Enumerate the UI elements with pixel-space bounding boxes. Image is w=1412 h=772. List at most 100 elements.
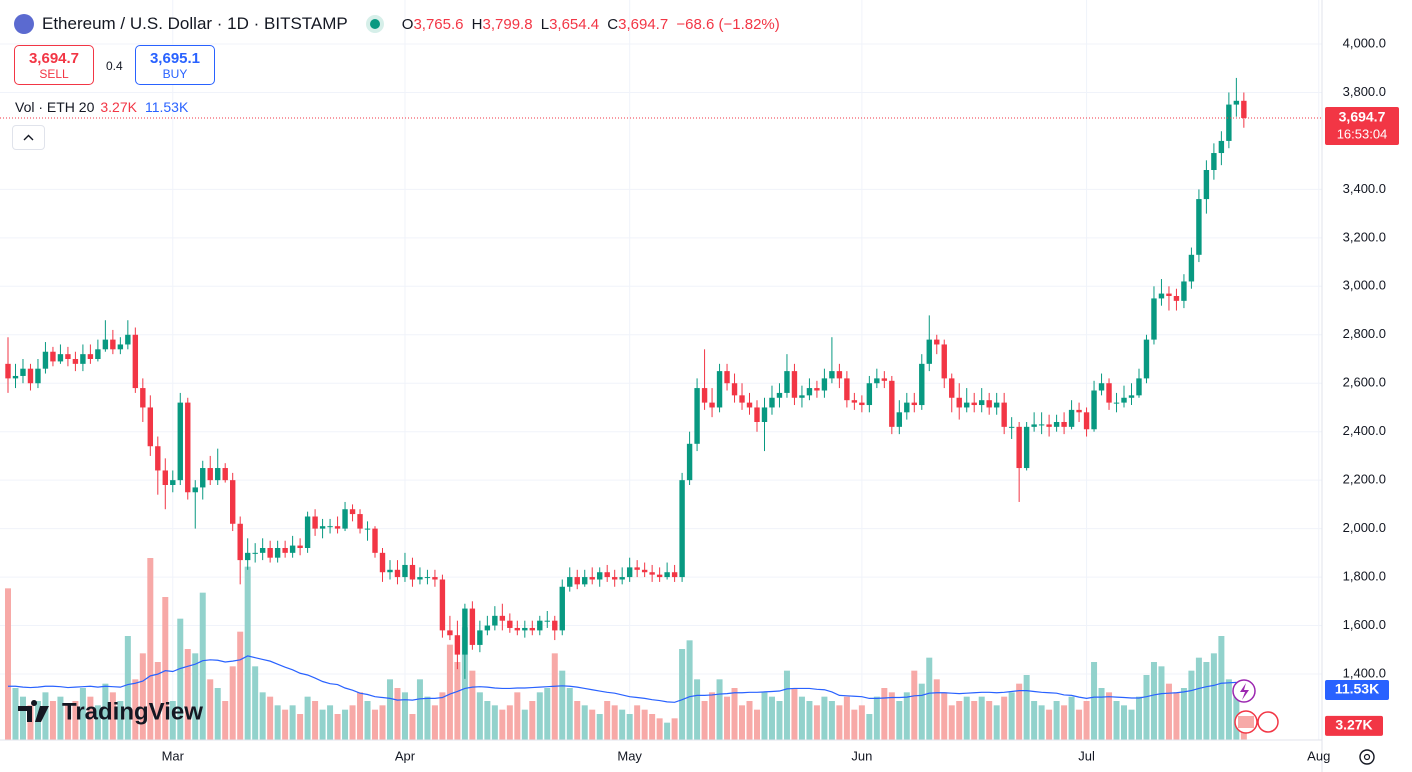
candle-body — [514, 627, 521, 631]
volume-bar — [222, 701, 229, 740]
volume-bar — [1180, 688, 1187, 740]
candle-body — [731, 383, 738, 396]
volume-bar — [1008, 692, 1015, 740]
volume-bar — [461, 627, 468, 740]
volume-bar — [12, 688, 19, 740]
candle-body — [170, 480, 176, 485]
volume-bar — [364, 701, 371, 740]
y-tick-label: 2,000.0 — [1343, 520, 1386, 535]
candle-body — [155, 446, 161, 471]
candle-body — [552, 620, 558, 631]
candle-body — [859, 402, 865, 406]
candle-body — [1128, 395, 1135, 398]
candle-body — [147, 407, 154, 447]
buy-button[interactable]: 3,695.1 BUY — [135, 45, 215, 85]
candle-body — [252, 552, 258, 554]
candle-body — [904, 402, 910, 413]
symbol-title[interactable]: Ethereum / U.S. Dollar · 1D · BITSTAMP — [42, 14, 348, 33]
candle-body — [806, 388, 813, 396]
candle-body — [881, 378, 888, 381]
volume-bar — [259, 692, 266, 740]
volume-bar — [888, 692, 895, 740]
candle-body — [409, 564, 416, 580]
volume-bar — [289, 705, 296, 740]
volume-bar — [1188, 670, 1195, 740]
y-tick-label: 2,800.0 — [1343, 326, 1386, 341]
candle-body — [949, 378, 955, 398]
y-tick-label: 3,400.0 — [1343, 181, 1386, 196]
candle-body — [297, 545, 303, 548]
volume-box — [1325, 715, 1383, 736]
volume-bar — [394, 688, 401, 740]
collapse-button[interactable] — [12, 125, 45, 150]
volume-bar — [184, 649, 191, 740]
volume-ma-value: 11.53K — [144, 99, 189, 115]
candle-body — [364, 528, 371, 530]
candle-body — [739, 395, 745, 403]
volume-bar — [297, 714, 304, 740]
candle-body — [709, 402, 715, 408]
volume-bar — [731, 688, 738, 740]
volume-bar — [971, 701, 978, 740]
volume-bar — [1128, 709, 1135, 740]
volume-bar — [499, 709, 506, 740]
sell-button[interactable]: 3,694.7 SELL — [14, 45, 94, 85]
candle-body — [274, 547, 281, 558]
candle-body — [941, 344, 947, 379]
volume-bar — [431, 705, 438, 740]
settings-icon — [1359, 749, 1375, 765]
volume-ma-line — [8, 655, 1245, 703]
candle-body — [477, 630, 483, 645]
candle-body — [304, 516, 311, 548]
volume-title: Vol · ETH 20 — [15, 99, 95, 115]
candle-body — [1061, 421, 1067, 427]
volume-bar — [199, 592, 206, 740]
volume-bar — [806, 701, 813, 740]
volume-bar — [521, 709, 528, 740]
volume-bar — [379, 705, 386, 740]
candle-body — [379, 552, 386, 573]
candle-body — [664, 572, 670, 578]
volume-bar — [754, 709, 760, 740]
volume-bar — [791, 688, 798, 740]
watermark-logo — [18, 700, 49, 722]
volume-bar — [813, 705, 820, 740]
volume-bar — [169, 701, 176, 740]
candle-body — [537, 620, 543, 631]
candle-body — [971, 402, 977, 406]
volume-bar — [634, 705, 641, 740]
volume-bar — [948, 705, 955, 740]
volume-bar — [1210, 653, 1217, 740]
volume-bar — [858, 705, 865, 740]
candle-body — [499, 615, 506, 621]
volume-bar — [649, 714, 656, 740]
candle-body — [634, 567, 640, 570]
candle-body — [776, 392, 783, 398]
candle-body — [686, 443, 693, 481]
buy-price: 3,695.1 — [149, 49, 201, 67]
volume-bar — [1053, 701, 1060, 740]
volume-bar — [514, 692, 521, 740]
volume-bar — [626, 714, 633, 740]
candle-body — [851, 400, 858, 403]
volume-bar — [783, 670, 790, 740]
y-tick-label: 1,800.0 — [1343, 569, 1386, 584]
volume-legend: Vol · ETH 20 3.27K 11.53K — [15, 99, 188, 115]
volume-bar — [139, 653, 146, 740]
candle-body — [1008, 426, 1015, 428]
volume-bar — [386, 679, 393, 740]
volume-bar — [1083, 701, 1090, 740]
candle-body — [582, 577, 588, 585]
candle-body — [567, 577, 573, 587]
candle-body — [207, 468, 213, 481]
volume-bar — [274, 705, 281, 740]
x-tick-label: Jul — [1078, 748, 1095, 763]
candle-body — [1001, 402, 1007, 427]
volume-bar — [664, 722, 671, 740]
candle-body — [102, 339, 109, 350]
candle-body — [447, 630, 453, 636]
candle-body — [1023, 426, 1030, 469]
candle-body — [979, 400, 985, 406]
volume-bar — [963, 696, 970, 740]
volume-bar — [933, 679, 940, 740]
